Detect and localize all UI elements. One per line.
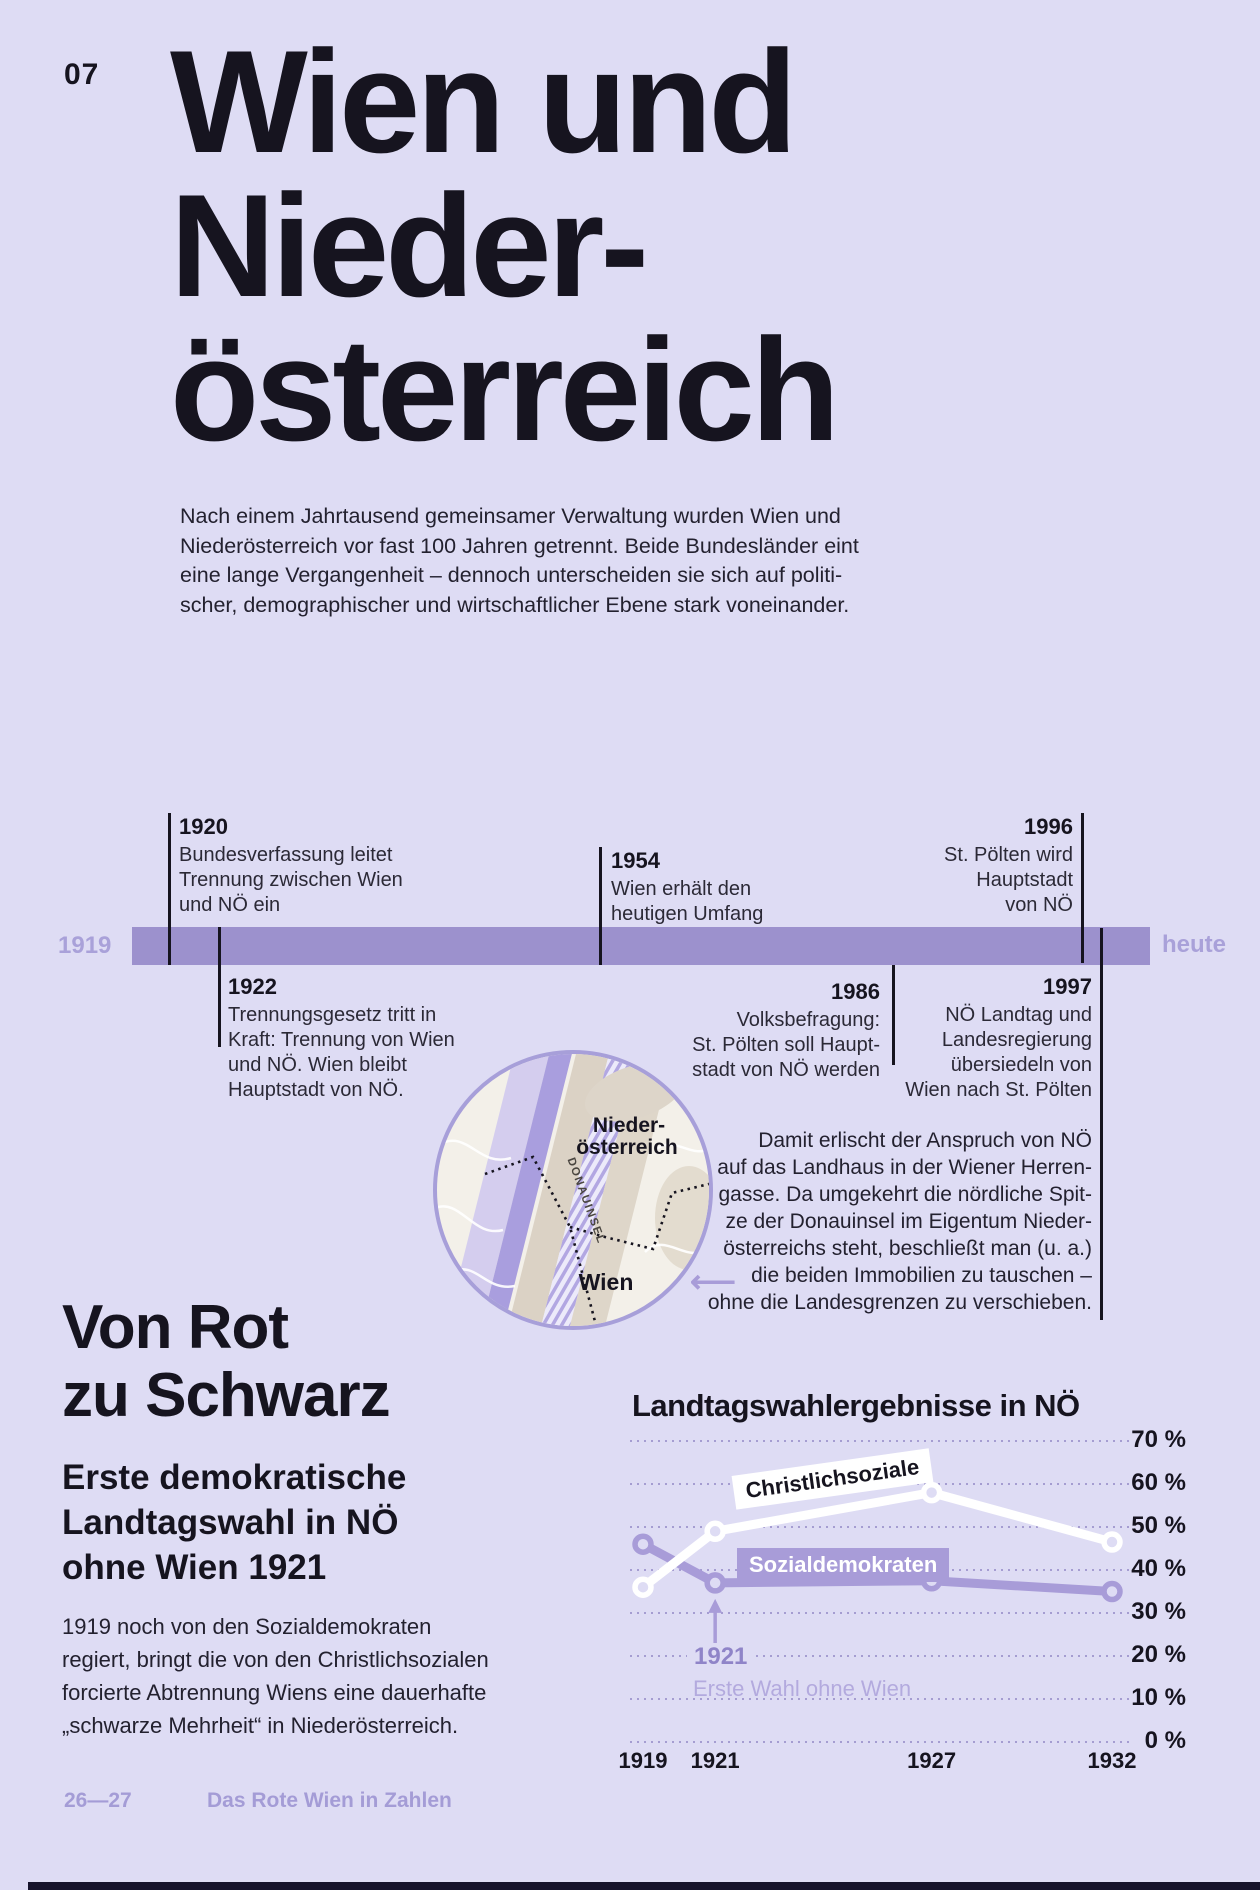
timeline-event-1922: 1922 Trennungsgesetz tritt in Kraft: Tre… [228,974,488,1103]
y-axis-label: 70 % [1131,1426,1186,1453]
map-label-niederoesterreich-line2: österreich [576,1136,678,1159]
y-axis-label: 50 % [1131,1512,1186,1539]
section-subheading: Erste demokratische Landtagswahl in NÖ o… [62,1458,407,1587]
event-text: Bundesverfassung leitet Trennung zwische… [179,844,403,916]
timeline-tick-1954 [599,847,602,965]
y-axis-label: 20 % [1131,1641,1186,1668]
page-number: 07 [64,58,100,91]
section-heading: Von Rot zu Schwarz [62,1293,391,1430]
event-text: St. Pölten wird Hauptstadt von NÖ [944,844,1073,916]
event-year: 1954 [611,848,660,873]
footer-publication-title: Das Rote Wien in Zahlen [207,1789,452,1812]
event-year: 1997 [1043,974,1092,999]
timeline-start-label: 1919 [58,932,112,959]
map-arrow-icon: ⟵ [690,1263,736,1299]
event-text: Wien erhält den heutigen Umfang [611,878,764,925]
event-text: Trennungsgesetz tritt in Kraft: Trennung… [228,1004,455,1101]
timeline-event-1986: 1986 Volksbefragung: St. Pölten soll Hau… [660,979,880,1083]
timeline-tick-1922 [218,927,221,1047]
timeline-event-1920: 1920 Bundesverfassung leitet Trennung zw… [179,814,439,918]
event-year: 1920 [179,814,228,839]
bottom-accent-bar [28,1882,1260,1890]
x-axis-label: 1921 [690,1748,740,1773]
chart-title: Landtagswahlergebnisse in NÖ [632,1388,1080,1423]
event-text: NÖ Landtag und Landesregierung übersiede… [905,1004,1092,1101]
y-axis-label: 30 % [1131,1598,1186,1625]
event-year: 1986 [831,979,880,1004]
footer-page-numbers: 26—27 [64,1789,132,1812]
map-label-wien: Wien [579,1269,634,1295]
y-axis-label: 40 % [1131,1555,1186,1582]
danube-bands [444,1054,677,1326]
timeline-event-1997: 1997 NÖ Landtag und Landesregierung über… [872,974,1092,1103]
section-body: 1919 noch von den Sozialdemokraten regie… [62,1614,489,1738]
timeline-tick-1997 [1100,928,1103,1320]
y-axis-label: 10 % [1131,1684,1186,1711]
intro-paragraph: Nach einem Jahrtausend gemeinsamer Verwa… [180,504,859,617]
event-year: 1922 [228,974,277,999]
state-border-dotted-line [484,1155,709,1326]
timeline-note: Damit erlischt der Anspruch von NÖ auf d… [707,1129,1092,1314]
vienna-border-map: Nieder- österreich DONAUINSEL Wien [433,1050,713,1330]
timeline-event-1954: 1954 Wien erhält den heutigen Umfang [611,848,851,927]
x-axis-label: 1919 [618,1748,668,1773]
event-text: Volksbefragung: St. Pölten soll Haupt- s… [692,1009,880,1081]
event-year: 1996 [1024,814,1073,839]
timeline-tick-1920 [168,813,171,965]
chart-annotation-year: 1921 [687,1643,755,1671]
x-axis-label: 1932 [1087,1748,1137,1773]
timeline-event-1996: 1996 St. Pölten wird Hauptstadt von NÖ [853,814,1073,918]
chart-annotation-text: Erste Wahl ohne Wien [693,1676,912,1701]
timeline-bar [132,927,1150,965]
y-axis-label: 0 % [1144,1727,1186,1754]
timeline-tick-1986 [892,965,895,1065]
y-axis-label: 60 % [1131,1469,1186,1496]
timeline-tick-1996 [1081,813,1084,963]
series-label-sozialdemokraten: Sozialdemokraten [737,1548,950,1582]
page-title: Wien und Nieder- österreich [170,20,840,471]
map-label-niederoesterreich-line1: Nieder- [593,1114,665,1137]
x-axis-label: 1927 [907,1748,957,1773]
timeline-end-label: heute [1162,931,1227,958]
